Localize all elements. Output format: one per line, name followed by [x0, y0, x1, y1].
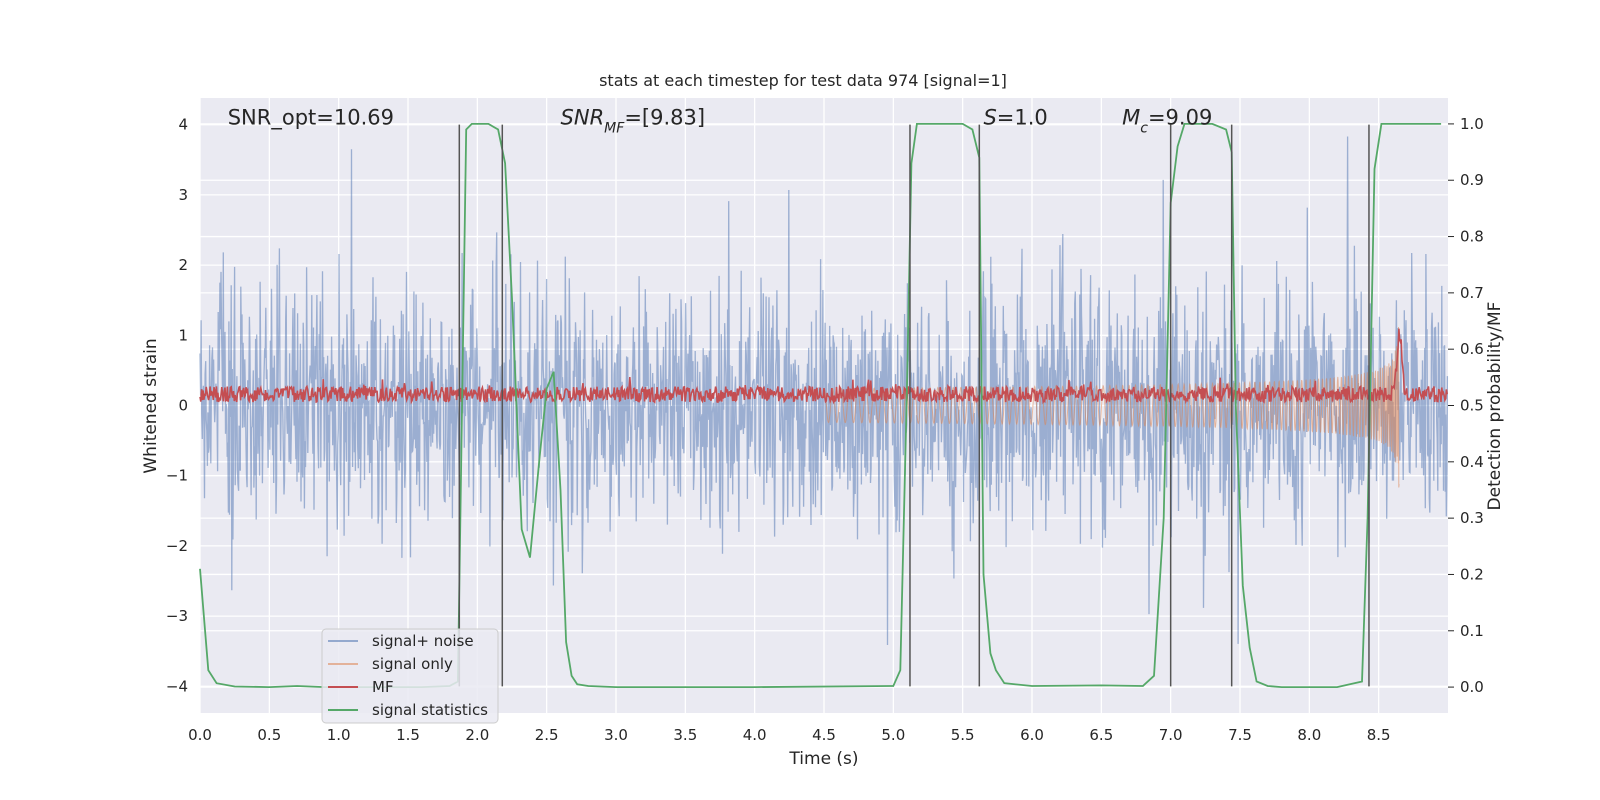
signal-statistics-series — [199, 123, 1442, 689]
x-tick-label: 8.0 — [1297, 726, 1321, 744]
signal-only-series — [823, 326, 1400, 488]
y-left-tick-label: −1 — [166, 467, 188, 485]
legend-label: signal+ noise — [372, 632, 474, 650]
y-axis-right-ticks: 0.0 0.1 0.2 0.3 0.4 0.5 0.6 0.7 0.8 0.9 1.0 — [1448, 115, 1484, 696]
annotation-snr-mf: SNRMF=[9.83] — [561, 106, 706, 137]
y-left-tick-label: −3 — [166, 607, 188, 625]
x-tick-label: 8.5 — [1367, 726, 1391, 744]
legend-label: signal statistics — [372, 701, 488, 719]
x-axis-ticks: 0.0 0.5 1.0 1.5 2.0 2.5 3.0 3.5 4.0 4.5 5.0 5.5 6.0 6… — [188, 726, 1391, 744]
y-right-tick-label: 0.9 — [1460, 171, 1484, 189]
x-tick-label: 2.0 — [465, 726, 489, 744]
legend-label: MF — [372, 678, 394, 696]
chart-title: stats at each timestep for test data 974… — [599, 71, 1007, 90]
legend-label: signal only — [372, 655, 453, 673]
y-right-tick-label: 0.5 — [1460, 397, 1484, 415]
y-left-tick-label: 1 — [178, 326, 188, 344]
y-right-tick-label: 0.2 — [1460, 565, 1484, 583]
y-right-tick-label: 0.7 — [1460, 284, 1484, 302]
y-axis-left-ticks: −4 −3 −2 −1 0 1 2 3 4 — [166, 116, 188, 696]
mf-series — [199, 328, 1448, 405]
x-tick-label: 6.0 — [1020, 726, 1044, 744]
annotation-s: S=1.0 — [983, 106, 1047, 130]
annotations: SNR_opt=10.69 SNRMF=[9.83] S=1.0 Mc=9.09 — [228, 106, 1213, 137]
y-right-tick-label: 0.8 — [1460, 228, 1484, 246]
x-tick-label: 0.5 — [257, 726, 281, 744]
y-right-tick-label: 0.3 — [1460, 509, 1484, 527]
x-tick-label: 1.0 — [327, 726, 351, 744]
vertical-markers — [458, 124, 1370, 687]
y-axis-right-label: Detection probability/MF — [1485, 302, 1505, 511]
x-tick-label: 1.5 — [396, 726, 420, 744]
x-tick-label: 7.0 — [1159, 726, 1183, 744]
x-tick-label: 5.0 — [881, 726, 905, 744]
legend-box — [321, 628, 499, 724]
y-left-tick-label: 4 — [178, 116, 188, 134]
x-tick-label: 0.0 — [188, 726, 212, 744]
y-left-tick-label: 0 — [178, 397, 188, 415]
mf-line — [199, 328, 1448, 405]
y-right-tick-label: 0.1 — [1460, 622, 1484, 640]
x-tick-label: 4.0 — [743, 726, 767, 744]
x-tick-label: 5.5 — [951, 726, 975, 744]
y-axis-left-label: Whitened strain — [141, 338, 161, 473]
signal-plus-noise-series — [199, 136, 1449, 646]
x-tick-label: 7.5 — [1228, 726, 1252, 744]
x-axis-label: Time (s) — [788, 749, 858, 769]
y-left-tick-label: −4 — [166, 677, 188, 695]
x-tick-label: 4.5 — [812, 726, 836, 744]
legend: signal+ noise signal only MF signal statist… — [321, 628, 499, 724]
x-tick-label: 2.5 — [535, 726, 559, 744]
signal-statistics-line — [199, 123, 1442, 689]
y-right-tick-label: 0.0 — [1460, 678, 1484, 696]
x-tick-label: 6.5 — [1089, 726, 1113, 744]
annotation-snr-opt: SNR_opt=10.69 — [228, 106, 394, 131]
noise-line — [199, 136, 1449, 646]
y-left-tick-label: 2 — [178, 256, 188, 274]
annotation-mc: Mc=9.09 — [1122, 106, 1212, 137]
y-right-tick-label: 0.4 — [1460, 453, 1484, 471]
x-tick-label: 3.0 — [604, 726, 628, 744]
x-tick-label: 3.5 — [673, 726, 697, 744]
y-left-tick-label: 3 — [178, 186, 188, 204]
y-left-tick-label: −2 — [166, 537, 188, 555]
signal-only-line — [823, 326, 1400, 488]
y-right-tick-label: 0.6 — [1460, 340, 1484, 358]
y-right-tick-label: 1.0 — [1460, 115, 1484, 133]
